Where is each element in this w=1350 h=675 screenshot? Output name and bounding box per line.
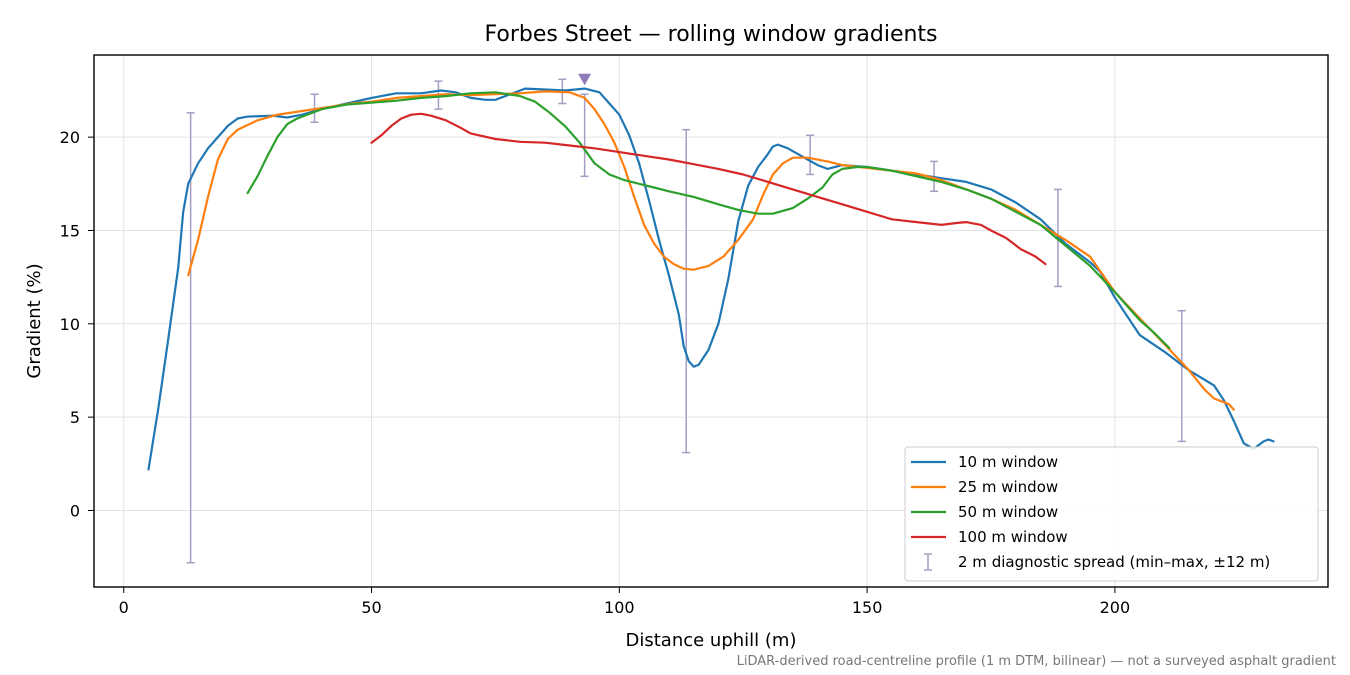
y-axis-label: Gradient (%) — [24, 263, 45, 378]
x-tick-label: 0 — [119, 598, 129, 617]
x-tick-label: 100 — [604, 598, 635, 617]
series-line-0 — [147, 87, 1275, 471]
legend-label-1: 25 m window — [958, 478, 1058, 496]
chart-title: Forbes Street — rolling window gradients — [484, 22, 937, 47]
series-line-1 — [187, 90, 1235, 411]
x-tick-label: 200 — [1100, 598, 1131, 617]
axis-ticks: 0 50 100 150 200 0 5 10 15 20 — [60, 128, 1131, 617]
legend-label-3: 100 m window — [958, 528, 1068, 546]
legend-label-2: 50 m window — [958, 503, 1058, 521]
peak-marker-layer — [578, 73, 592, 86]
series-line-2 — [246, 91, 1171, 350]
y-tick-label: 10 — [60, 315, 80, 334]
legend-label-diagnostic: 2 m diagnostic spread (min–max, ±12 m) — [958, 553, 1270, 571]
series-lines — [147, 87, 1275, 471]
plot-frame — [93, 54, 1329, 588]
legend: 10 m window 25 m window 50 m window 100 m w… — [904, 446, 1319, 582]
y-tick-label: 20 — [60, 128, 80, 147]
y-tick-label: 0 — [70, 501, 80, 520]
peak-marker — [578, 73, 592, 86]
x-axis-label: Distance uphill (m) — [626, 630, 797, 651]
x-tick-label: 150 — [852, 598, 883, 617]
y-tick-label: 5 — [70, 408, 80, 427]
y-tick-label: 15 — [60, 221, 80, 240]
footnote: LiDAR-derived road-centreline profile (1… — [737, 654, 1336, 669]
legend-label-0: 10 m window — [958, 453, 1058, 471]
x-tick-label: 50 — [361, 598, 381, 617]
legend-box — [904, 446, 1319, 582]
grid — [94, 55, 1328, 587]
series-line-3 — [370, 112, 1047, 266]
